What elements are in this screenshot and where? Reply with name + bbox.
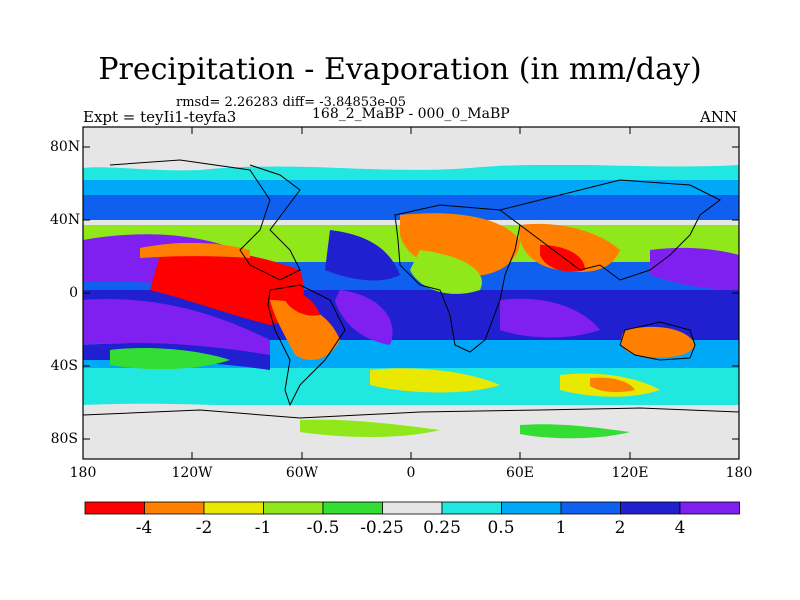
colorbar-swatch [560, 501, 621, 515]
colorbar-label: 0.5 [487, 518, 515, 538]
experiment-label: Expt = teyIi1-teyfa3 [83, 108, 237, 126]
colorbar-swatch [84, 501, 145, 515]
lat-tick-0: 0 [69, 285, 78, 301]
colorbar-swatch [501, 501, 562, 515]
lon-tick-60e: 60E [505, 465, 535, 481]
lon-tick-60w: 60W [285, 465, 319, 481]
colorbar-label: 0.25 [423, 518, 461, 538]
lat-tick-80s: 80S [50, 431, 78, 447]
season-label: ANN [700, 108, 738, 126]
colorbar-label: -4 [135, 518, 153, 538]
stats-label: rmsd= 2.26283 diff= -3.84853e-05 [176, 95, 406, 110]
lon-tick-180e: 180 [725, 465, 753, 481]
lat-tick-80n: 80N [50, 139, 81, 155]
lon-tick-120e: 120E [611, 465, 649, 481]
colorbar-swatch [263, 501, 324, 515]
coastlines [83, 159, 739, 419]
colorbar-swatch [441, 501, 502, 515]
colorbar-label: 4 [674, 518, 686, 538]
colorbar-label: -0.5 [306, 518, 340, 538]
period-label: 168_2_MaBP - 000_0_MaBP [312, 106, 510, 122]
lon-tick-120w: 120W [171, 465, 213, 481]
lon-tick-180w: 180 [69, 465, 97, 481]
colorbar-label: -0.25 [360, 518, 404, 538]
colorbar-swatch [203, 501, 264, 515]
colorbar-label: -1 [254, 518, 272, 538]
colorbar-swatch [679, 501, 740, 515]
colorbar-label: 2 [614, 518, 626, 538]
colorbar-swatch [382, 501, 443, 515]
map-field [83, 127, 739, 459]
colorbar-label: 1 [555, 518, 567, 538]
colorbar-label: -2 [195, 518, 213, 538]
colorbar-swatch [620, 501, 681, 515]
lat-tick-40s: 40S [50, 358, 78, 374]
colorbar-swatch [144, 501, 205, 515]
lat-tick-40n: 40N [50, 212, 81, 228]
map-title: Precipitation - Evaporation (in mm/day) [98, 52, 702, 87]
colorbar-swatch [322, 501, 383, 515]
lon-tick-0: 0 [406, 465, 416, 481]
colorbar [84, 501, 740, 515]
axis-ticks [83, 127, 739, 459]
